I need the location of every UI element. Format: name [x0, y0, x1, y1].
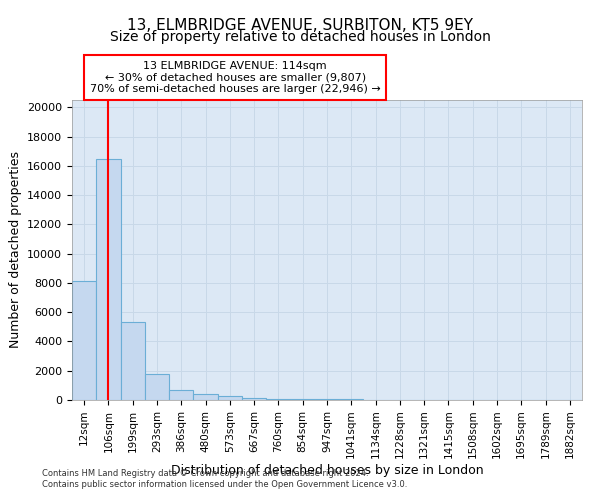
Text: Size of property relative to detached houses in London: Size of property relative to detached ho… [110, 30, 490, 44]
Bar [145, 374, 169, 400]
Bar [96, 158, 121, 400]
Bar [290, 399, 315, 400]
X-axis label: Distribution of detached houses by size in London: Distribution of detached houses by size … [170, 464, 484, 477]
Bar [266, 398, 290, 400]
Bar [193, 394, 218, 400]
Bar [218, 396, 242, 400]
Bar [72, 282, 96, 400]
Text: Contains HM Land Registry data © Crown copyright and database right 2024.: Contains HM Land Registry data © Crown c… [42, 468, 368, 477]
Bar [242, 398, 266, 400]
Text: 13, ELMBRIDGE AVENUE, SURBITON, KT5 9EY: 13, ELMBRIDGE AVENUE, SURBITON, KT5 9EY [127, 18, 473, 32]
Y-axis label: Number of detached properties: Number of detached properties [8, 152, 22, 348]
Text: Contains public sector information licensed under the Open Government Licence v3: Contains public sector information licen… [42, 480, 407, 489]
Bar [121, 322, 145, 400]
Bar [169, 390, 193, 400]
Text: 13 ELMBRIDGE AVENUE: 114sqm
← 30% of detached houses are smaller (9,807)
70% of : 13 ELMBRIDGE AVENUE: 114sqm ← 30% of det… [90, 61, 380, 94]
